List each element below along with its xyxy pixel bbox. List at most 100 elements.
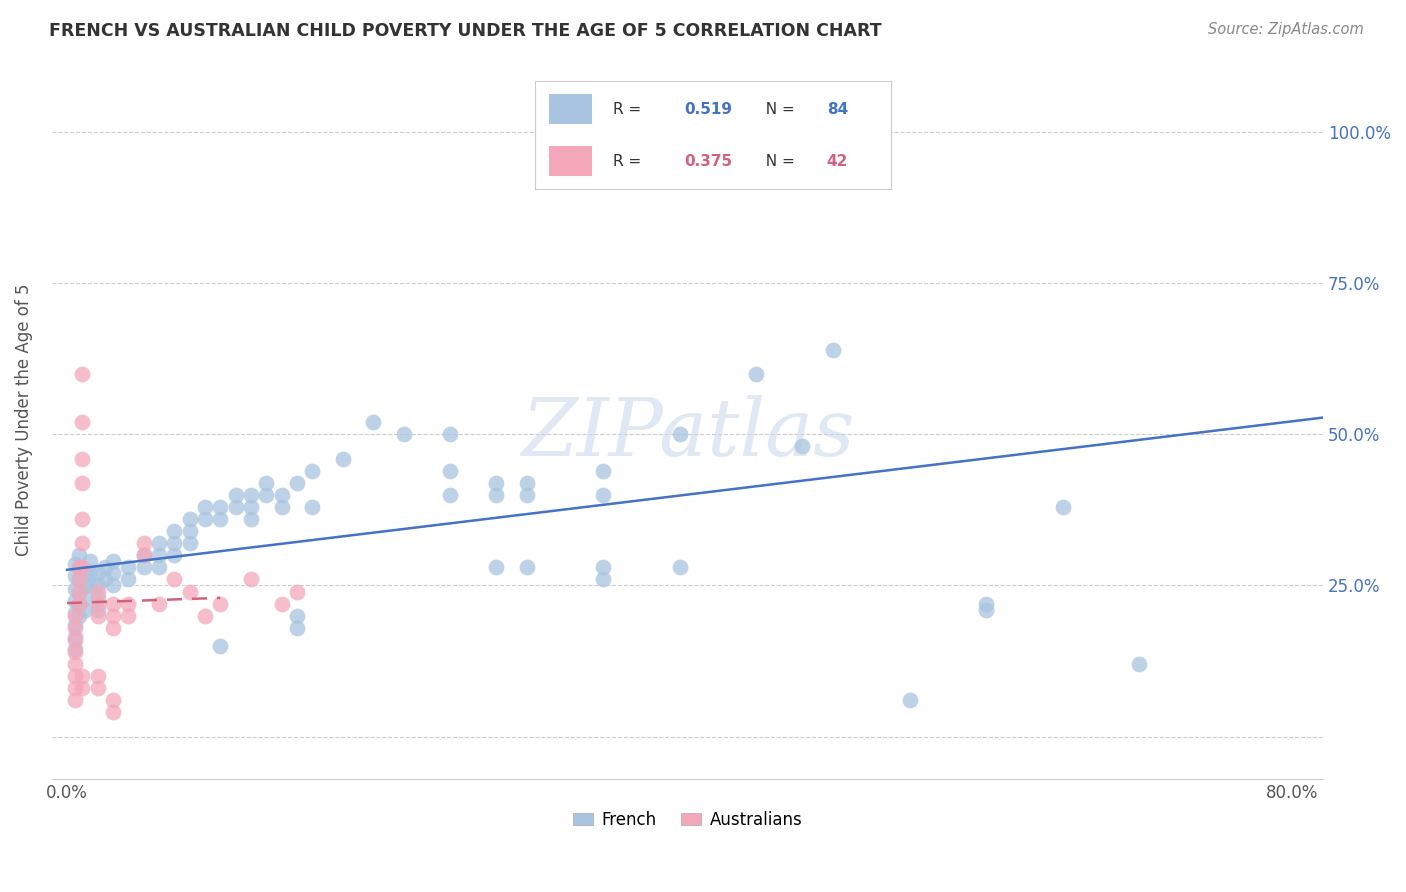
Point — [163, 573, 186, 587]
Point — [86, 669, 108, 683]
Point — [67, 560, 90, 574]
Point — [285, 608, 308, 623]
Point — [239, 512, 262, 526]
Point — [392, 427, 415, 442]
Point — [592, 573, 614, 587]
Point — [67, 573, 90, 587]
Point — [270, 500, 292, 514]
Point — [194, 512, 217, 526]
Point — [101, 706, 124, 720]
Point — [72, 560, 94, 574]
Point — [86, 681, 108, 696]
Point — [72, 536, 94, 550]
Point — [67, 597, 90, 611]
Point — [179, 584, 201, 599]
Point — [86, 602, 108, 616]
Point — [163, 524, 186, 538]
Point — [270, 597, 292, 611]
Point — [79, 578, 101, 592]
Point — [163, 548, 186, 562]
Point — [516, 475, 538, 490]
Point — [63, 693, 86, 707]
Point — [86, 608, 108, 623]
Point — [132, 560, 155, 574]
Point — [67, 548, 90, 562]
Point — [63, 606, 86, 620]
Point — [75, 578, 97, 592]
Point — [67, 608, 90, 623]
Point — [209, 512, 232, 526]
Point — [148, 597, 170, 611]
Point — [86, 566, 108, 581]
Point — [592, 488, 614, 502]
Point — [63, 630, 86, 644]
Point — [792, 440, 814, 454]
Point — [79, 566, 101, 581]
Point — [148, 536, 170, 550]
Point — [254, 488, 277, 502]
Point — [101, 608, 124, 623]
Point — [63, 621, 86, 635]
Point — [63, 657, 86, 671]
Point — [72, 669, 94, 683]
Point — [209, 639, 232, 653]
Point — [239, 573, 262, 587]
Point — [1052, 500, 1074, 514]
Point — [439, 464, 461, 478]
Point — [974, 597, 997, 611]
Point — [485, 488, 508, 502]
Point — [86, 584, 108, 599]
Point — [745, 367, 768, 381]
Point — [225, 488, 247, 502]
Point — [67, 597, 90, 611]
Legend: French, Australians: French, Australians — [567, 804, 808, 835]
Point — [79, 554, 101, 568]
Point — [86, 591, 108, 605]
Point — [148, 548, 170, 562]
Point — [668, 560, 690, 574]
Point — [101, 693, 124, 707]
Point — [101, 578, 124, 592]
Point — [179, 536, 201, 550]
Point — [75, 602, 97, 616]
Y-axis label: Child Poverty Under the Age of 5: Child Poverty Under the Age of 5 — [15, 283, 32, 556]
Point — [132, 548, 155, 562]
Point — [86, 597, 108, 611]
Point — [668, 427, 690, 442]
Point — [94, 560, 117, 574]
Point — [63, 645, 86, 659]
Point — [239, 500, 262, 514]
Point — [63, 632, 86, 647]
Point — [63, 617, 86, 632]
Point — [485, 475, 508, 490]
Point — [72, 475, 94, 490]
Point — [332, 451, 354, 466]
Point — [67, 584, 90, 599]
Point — [63, 593, 86, 607]
Point — [148, 560, 170, 574]
Point — [72, 512, 94, 526]
Point — [194, 608, 217, 623]
Point — [439, 427, 461, 442]
Point — [179, 512, 201, 526]
Point — [239, 488, 262, 502]
Point — [63, 569, 86, 583]
Point — [592, 560, 614, 574]
Point — [270, 488, 292, 502]
Point — [63, 608, 86, 623]
Point — [898, 693, 921, 707]
Point — [72, 681, 94, 696]
Point — [516, 488, 538, 502]
Point — [117, 597, 139, 611]
Point — [285, 584, 308, 599]
Point — [101, 554, 124, 568]
Point — [1128, 657, 1150, 671]
Point — [72, 415, 94, 429]
Point — [209, 597, 232, 611]
Point — [75, 566, 97, 581]
Point — [301, 464, 323, 478]
Point — [485, 560, 508, 574]
Point — [254, 475, 277, 490]
Point — [163, 536, 186, 550]
Point — [63, 642, 86, 657]
